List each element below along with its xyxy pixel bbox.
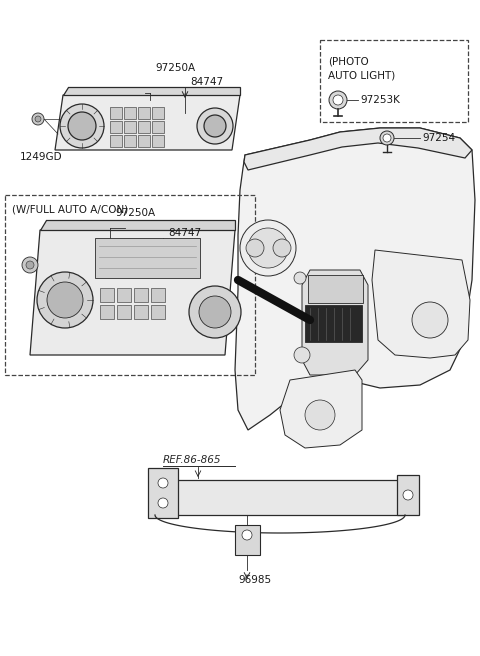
Text: (PHOTO: (PHOTO xyxy=(328,56,369,66)
Circle shape xyxy=(246,239,264,257)
Circle shape xyxy=(329,91,347,109)
Bar xyxy=(5,195,255,375)
Text: (W/FULL AUTO A/CON): (W/FULL AUTO A/CON) xyxy=(12,205,128,215)
Circle shape xyxy=(22,257,38,273)
Circle shape xyxy=(333,95,343,105)
Circle shape xyxy=(412,302,448,338)
Polygon shape xyxy=(55,95,240,150)
Bar xyxy=(308,275,363,303)
Bar xyxy=(117,305,131,319)
Text: 84747: 84747 xyxy=(190,77,223,87)
Text: 97253K: 97253K xyxy=(360,95,400,105)
Polygon shape xyxy=(280,370,362,448)
Text: AUTO LIGHT): AUTO LIGHT) xyxy=(328,70,395,80)
Text: 97254: 97254 xyxy=(422,133,455,143)
Circle shape xyxy=(197,108,233,144)
Text: 1249GD: 1249GD xyxy=(20,152,62,162)
Bar xyxy=(95,238,200,278)
Bar xyxy=(151,288,165,302)
Circle shape xyxy=(68,112,96,140)
Bar xyxy=(110,121,122,133)
Circle shape xyxy=(294,272,306,284)
Bar xyxy=(138,121,150,133)
Text: 97250A: 97250A xyxy=(155,63,195,73)
Circle shape xyxy=(294,347,310,363)
Bar xyxy=(110,135,122,147)
Circle shape xyxy=(273,239,291,257)
Polygon shape xyxy=(40,220,235,230)
Bar xyxy=(124,107,136,119)
Circle shape xyxy=(383,134,391,142)
Circle shape xyxy=(403,490,413,500)
Bar xyxy=(100,305,114,319)
Circle shape xyxy=(37,272,93,328)
Circle shape xyxy=(158,498,168,508)
Circle shape xyxy=(32,113,44,125)
Circle shape xyxy=(380,131,394,145)
Circle shape xyxy=(26,261,34,269)
Circle shape xyxy=(47,282,83,318)
Circle shape xyxy=(305,400,335,430)
Circle shape xyxy=(248,228,288,268)
Circle shape xyxy=(199,296,231,328)
Polygon shape xyxy=(372,250,470,358)
Bar xyxy=(320,40,468,122)
Bar xyxy=(134,288,148,302)
Bar xyxy=(110,107,122,119)
Bar xyxy=(397,475,419,515)
Bar xyxy=(148,468,178,518)
Text: 97250A: 97250A xyxy=(115,208,155,218)
Polygon shape xyxy=(63,87,240,95)
Polygon shape xyxy=(30,230,235,355)
Bar xyxy=(151,305,165,319)
Circle shape xyxy=(242,530,252,540)
Bar xyxy=(155,480,405,515)
Circle shape xyxy=(60,104,104,148)
Polygon shape xyxy=(244,128,472,170)
Text: 84747: 84747 xyxy=(168,228,201,238)
Bar xyxy=(100,288,114,302)
Text: 96985: 96985 xyxy=(239,575,272,585)
Bar xyxy=(138,107,150,119)
Bar xyxy=(124,135,136,147)
Bar xyxy=(117,288,131,302)
Circle shape xyxy=(204,115,226,137)
Bar xyxy=(235,525,260,555)
Bar xyxy=(138,135,150,147)
Bar xyxy=(134,305,148,319)
Circle shape xyxy=(35,116,41,122)
Bar xyxy=(124,121,136,133)
Bar xyxy=(152,135,164,147)
Polygon shape xyxy=(302,270,368,375)
Bar xyxy=(152,121,164,133)
Circle shape xyxy=(240,220,296,276)
Text: REF.86-865: REF.86-865 xyxy=(163,455,221,465)
Polygon shape xyxy=(305,305,362,342)
Polygon shape xyxy=(235,128,475,430)
Circle shape xyxy=(189,286,241,338)
Bar xyxy=(152,107,164,119)
Circle shape xyxy=(158,478,168,488)
